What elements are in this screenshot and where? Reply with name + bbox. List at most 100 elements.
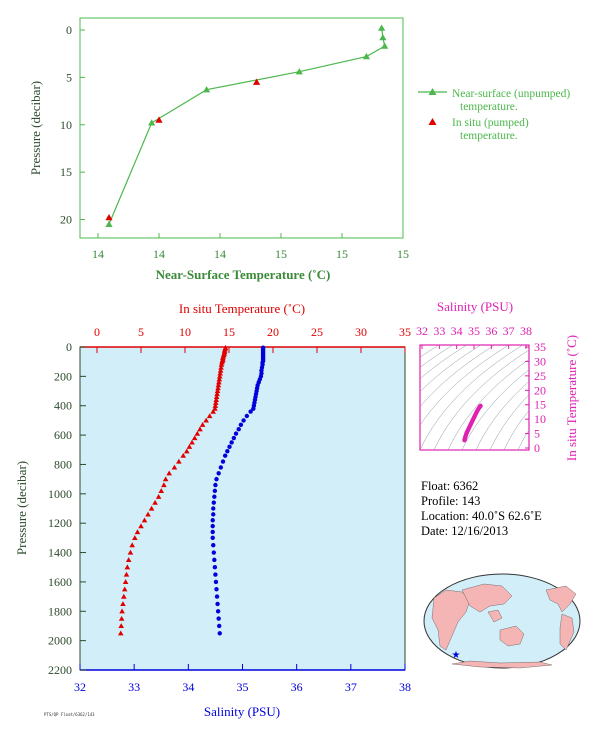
profile-top-tick-label: 0 (94, 325, 100, 339)
profile-ytick-label: 1400 (48, 546, 72, 560)
temperature-point (117, 630, 124, 636)
salinity-point (248, 409, 253, 414)
near-surface-ytick-label: 15 (60, 165, 72, 179)
temperature-point (120, 601, 126, 607)
profile-top-tick-label: 35 (399, 325, 411, 339)
legend-label-in-situ: In situ (pumped) temperature. (452, 117, 532, 142)
temperature-point (162, 476, 169, 482)
profile-ylabel: Pressure (decibar) (14, 461, 29, 555)
temperature-point (141, 517, 148, 523)
temperature-point (166, 470, 172, 476)
salinity-point (238, 422, 244, 428)
salinity-point (211, 512, 216, 517)
float-location-marker: ★ (452, 650, 461, 661)
salinity-point (212, 494, 217, 499)
legend-label-near-surface: Near-surface (unpumped) temperature. (452, 88, 573, 113)
salinity-point (211, 543, 216, 548)
near-surface-point (362, 52, 370, 60)
float-id: Float: 6362 (421, 479, 478, 493)
world-map: ★ (423, 573, 581, 669)
salinity-point (218, 465, 224, 470)
salinity-point (229, 440, 234, 445)
temperature-point (206, 413, 213, 419)
temperature-point (213, 397, 220, 402)
ts-point (478, 403, 483, 409)
profile-top-tick-label: 10 (179, 325, 191, 339)
salinity-point (212, 488, 218, 494)
profile-bottom-tick-label: 34 (182, 680, 194, 694)
near-surface-xtick-label: 15 (336, 247, 348, 261)
temperature-point (122, 579, 129, 585)
salinity-point (210, 523, 215, 529)
legend-marker-in-situ (428, 118, 437, 125)
profile-series (117, 344, 266, 636)
legend-label-near-surface-line2: temperature. (460, 101, 518, 113)
ts-series (462, 403, 483, 443)
temperature-point (123, 571, 130, 577)
ts-contour-line (447, 359, 529, 450)
near-surface-ytick-label: 0 (66, 23, 72, 37)
temperature-point (145, 511, 151, 517)
temperature-point (194, 430, 201, 436)
ts-contour-line (420, 345, 482, 393)
salinity-point (213, 482, 218, 488)
land-australia (499, 625, 525, 647)
near-surface-point (381, 42, 389, 49)
temperature-point (127, 549, 134, 555)
temperature-point (213, 394, 220, 400)
temperature-point (218, 364, 224, 370)
temperature-point (210, 408, 216, 414)
profile-ytick-label: 1200 (48, 516, 72, 530)
legend-marker-near-surface (428, 88, 437, 95)
ts-ytick-label: 15 (534, 398, 546, 412)
profile-top-tick-label: 25 (311, 325, 323, 339)
ts-contour-line (420, 345, 440, 358)
temperature-point (152, 499, 158, 505)
land-africa-europe (431, 589, 471, 651)
salinity-point (217, 623, 222, 629)
near-surface-xtick-label: 14 (92, 247, 104, 261)
ts-ytick-label: 35 (534, 340, 546, 354)
near-surface-xtick-label: 15 (397, 247, 409, 261)
salinity-point (217, 631, 222, 636)
near-surface-point (295, 68, 303, 75)
ts-xtick-label: 35 (468, 324, 480, 338)
salinity-point (241, 418, 246, 423)
near-surface-ylabel: Pressure (decibar) (28, 81, 43, 175)
profile-top-xlabel: In situ Temperature (˚C) (179, 301, 305, 316)
salinity-point (233, 431, 239, 436)
temperature-point (180, 452, 187, 458)
salinity-point (211, 550, 216, 555)
profile-ytick-label: 1600 (48, 575, 72, 589)
ts-xtick-label: 33 (433, 324, 445, 338)
temperature-point (158, 488, 165, 493)
ts-ytick-label: 20 (534, 383, 546, 397)
date: Date: 12/16/2013 (421, 524, 508, 538)
ts-contour-line (420, 345, 524, 450)
profile-chart: 0 5 10 15 20 25 30 35 32 33 34 35 36 37 38 0 200 400 600 80… (14, 301, 411, 719)
near-surface-xtick-label: 14 (153, 247, 165, 261)
near-surface-xtick-label: 15 (275, 247, 287, 261)
salinity-point (244, 413, 250, 419)
near-surface-ticks: 14 14 14 15 15 15 0 5 10 15 20 (60, 23, 409, 261)
salinity-point (222, 453, 228, 458)
profile-number: Profile: 143 (421, 494, 480, 508)
profile-top-tick-label: 20 (267, 325, 279, 339)
ts-contour-line (433, 349, 529, 450)
salinity-point (216, 616, 221, 621)
salinity-point (212, 565, 218, 570)
near-surface-point (202, 86, 211, 93)
temperature-point (129, 542, 135, 548)
salinity-point (210, 529, 215, 535)
near-surface-ytick-label: 10 (60, 118, 72, 132)
profile-bottom-xlabel: Salinity (PSU) (204, 704, 280, 719)
temperature-point (186, 444, 193, 449)
float-info: Float: 6362 Profile: 143 Location: 40.0˚… (421, 479, 542, 538)
temperature-point (121, 586, 128, 592)
near-surface-frame (79, 17, 404, 239)
temperature-point (219, 359, 225, 365)
ts-xtick-label: 38 (520, 324, 532, 338)
temperature-point (212, 402, 219, 408)
